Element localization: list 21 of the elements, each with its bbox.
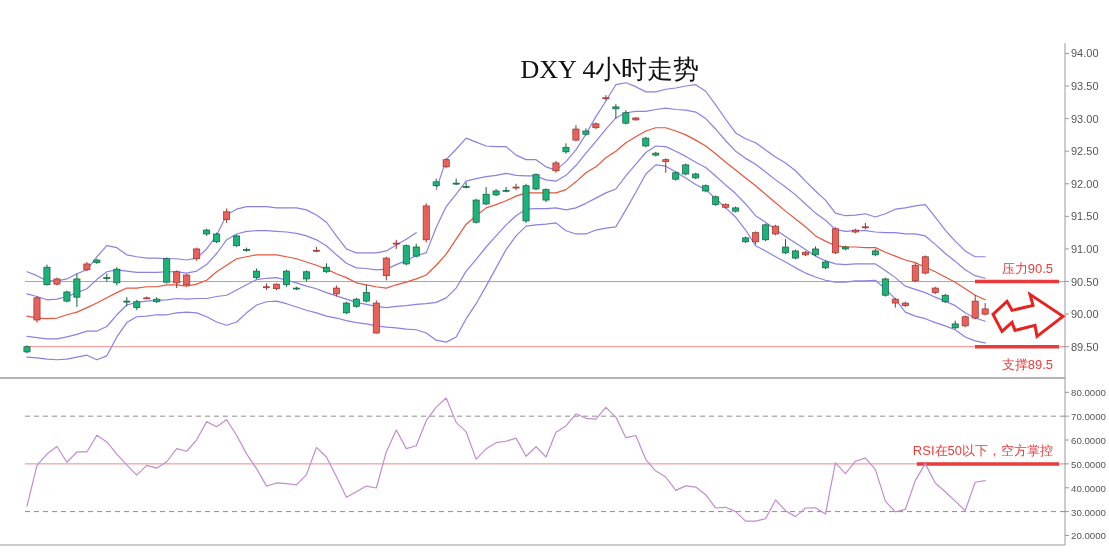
title: DXY 4小时走势 bbox=[520, 55, 700, 84]
y-tick-label: 20.0000 bbox=[1071, 530, 1106, 542]
y-tick-label: 91.50 bbox=[1071, 210, 1099, 223]
y-tick-label: 90.50 bbox=[1071, 275, 1099, 288]
y-tick-label: 92.50 bbox=[1071, 145, 1099, 158]
y-tick-label: 40.0000 bbox=[1071, 482, 1106, 494]
y-tick-label: 50.0000 bbox=[1071, 458, 1106, 470]
y-tick-label: 89.50 bbox=[1071, 340, 1099, 353]
ref-line-label: 压力90.5 bbox=[1001, 260, 1053, 276]
ref-line-label: RSI在50以下，空方掌控 bbox=[912, 442, 1053, 458]
y-tick-label: 30.0000 bbox=[1071, 506, 1106, 518]
y-tick-label: 91.00 bbox=[1071, 242, 1099, 255]
y-tick-label: 60.0000 bbox=[1071, 435, 1106, 447]
y-tick-label: 93.00 bbox=[1071, 112, 1099, 125]
y-tick-label: 70.0000 bbox=[1071, 411, 1106, 423]
y-tick-label: 80.0000 bbox=[1071, 387, 1106, 399]
y-tick-label: 94.00 bbox=[1071, 47, 1099, 60]
ref-line-label: 支撑89.5 bbox=[1001, 356, 1053, 372]
y-tick-label: 93.50 bbox=[1071, 80, 1099, 92]
y-tick-label: 92.00 bbox=[1071, 177, 1099, 190]
y-tick-label: 90.00 bbox=[1071, 308, 1099, 321]
